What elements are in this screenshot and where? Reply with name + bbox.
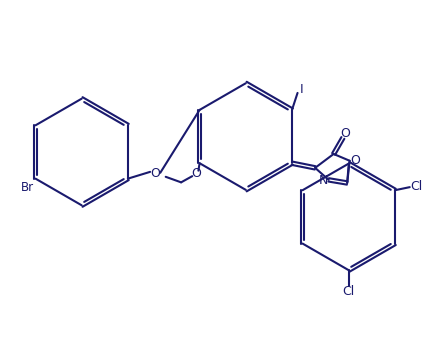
- Text: O: O: [339, 128, 349, 141]
- Text: Cl: Cl: [342, 285, 354, 298]
- Text: I: I: [299, 83, 302, 96]
- Text: Br: Br: [21, 181, 34, 194]
- Text: O: O: [150, 167, 159, 180]
- Text: O: O: [349, 154, 359, 167]
- Text: Cl: Cl: [409, 180, 421, 193]
- Text: N: N: [318, 174, 327, 187]
- Text: O: O: [190, 167, 200, 180]
